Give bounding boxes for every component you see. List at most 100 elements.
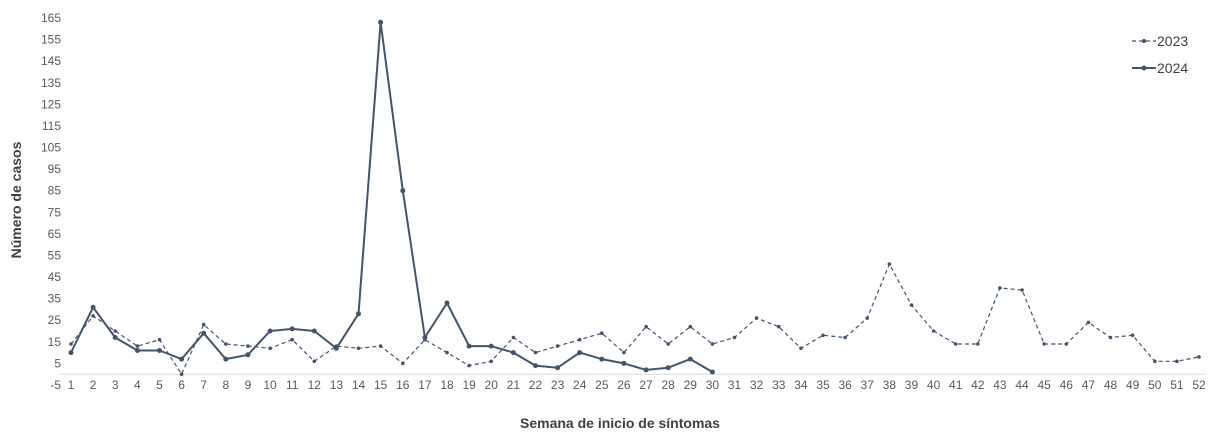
data-point-2023 <box>378 344 383 348</box>
x-tick-label: 21 <box>507 378 521 392</box>
x-tick-label: 39 <box>905 378 919 392</box>
data-point-2024 <box>267 328 273 334</box>
y-tick-label: 55 <box>48 248 62 262</box>
x-tick-label: 38 <box>883 378 897 392</box>
x-tick-label: 46 <box>1060 378 1074 392</box>
x-tick-label: 27 <box>639 378 653 392</box>
data-point-2023 <box>201 322 206 327</box>
series-2023 <box>69 262 1201 377</box>
x-tick-label: 19 <box>462 378 476 392</box>
x-tick-label: 33 <box>772 378 786 392</box>
y-tick-label: 5 <box>54 356 61 370</box>
x-tick-label: 49 <box>1126 378 1140 392</box>
legend-item-2024: 2024 <box>1132 60 1188 76</box>
data-point-2024 <box>555 365 561 371</box>
data-point-2023 <box>113 329 117 333</box>
x-tick-label: 37 <box>861 378 875 392</box>
x-tick-label: 22 <box>529 378 543 392</box>
data-point-2024 <box>201 330 207 336</box>
x-tick-label: 35 <box>816 378 830 392</box>
data-point-2023 <box>931 329 936 333</box>
y-axis-ticks: -5 5 15 25 35 45 55 65 75 85 95 105 115 125 135 145 155 1… <box>41 11 61 392</box>
data-point-2023 <box>909 303 914 307</box>
data-point-2023 <box>555 344 560 348</box>
data-point-2023 <box>135 344 140 348</box>
data-point-2023 <box>976 342 980 346</box>
series-line-2024 <box>70 21 713 373</box>
data-point-2024 <box>665 365 671 371</box>
x-tick-label: 8 <box>222 378 229 392</box>
data-point-2023 <box>732 335 737 340</box>
data-point-2023 <box>179 372 184 377</box>
data-point-2024 <box>709 369 715 375</box>
data-point-2024 <box>687 356 693 362</box>
data-point-2023 <box>865 316 869 320</box>
data-point-2024 <box>422 335 428 340</box>
y-tick-label: 45 <box>48 270 62 284</box>
data-point-2024 <box>510 350 516 356</box>
data-point-2024 <box>621 360 627 366</box>
x-tick-label: 34 <box>794 378 808 392</box>
x-tick-label: 26 <box>617 378 631 392</box>
x-tick-label: 36 <box>838 378 852 392</box>
data-point-2023 <box>777 324 781 329</box>
x-tick-label: 5 <box>156 378 163 392</box>
data-point-2024 <box>223 356 229 362</box>
y-tick-label: 25 <box>48 313 62 327</box>
x-tick-label: 52 <box>1192 378 1206 392</box>
data-point-2023 <box>511 335 516 340</box>
x-axis-title: Semana de inicio de síntomas <box>520 415 720 431</box>
data-point-2024 <box>90 304 96 310</box>
data-point-2023 <box>666 342 670 346</box>
data-point-2024 <box>577 350 583 356</box>
x-tick-label: 43 <box>993 378 1007 392</box>
data-point-2023 <box>1197 355 1201 359</box>
x-tick-label: 3 <box>112 378 119 392</box>
y-tick-label: 15 <box>48 335 62 349</box>
x-tick-label: 44 <box>1015 378 1029 392</box>
y-tick-label: 85 <box>48 184 62 198</box>
data-point-2023 <box>91 314 95 318</box>
x-tick-label: 32 <box>750 378 764 392</box>
data-point-2023 <box>887 262 892 266</box>
data-point-2023 <box>467 363 471 368</box>
legend-item-2023: 2023 <box>1132 33 1188 49</box>
data-point-2023 <box>157 337 162 342</box>
x-tick-label: 41 <box>949 378 963 392</box>
data-point-2023 <box>1175 359 1179 364</box>
series-layer <box>68 19 1201 377</box>
x-tick-label: 28 <box>661 378 675 392</box>
x-tick-label: 16 <box>396 378 410 392</box>
x-tick-label: 12 <box>308 378 322 392</box>
y-tick-label: 165 <box>41 11 61 25</box>
data-point-2023 <box>1153 359 1157 364</box>
x-tick-label: 10 <box>263 378 277 392</box>
y-tick-label: 115 <box>42 119 61 133</box>
x-tick-label: 50 <box>1148 378 1162 392</box>
y-tick-label: 105 <box>41 141 61 155</box>
data-point-2024 <box>134 348 140 353</box>
x-tick-label: 7 <box>200 378 207 392</box>
y-tick-label: 95 <box>48 162 62 176</box>
x-tick-label: 51 <box>1170 378 1184 392</box>
data-point-2023 <box>290 337 295 342</box>
data-point-2023 <box>489 359 494 364</box>
data-point-2024 <box>488 343 494 349</box>
x-tick-label: 13 <box>330 378 344 392</box>
data-point-2024 <box>112 335 118 340</box>
data-point-2024 <box>643 367 649 373</box>
y-tick-label: 125 <box>41 97 61 111</box>
data-point-2024 <box>68 350 74 356</box>
data-point-2023 <box>1108 335 1113 340</box>
x-tick-label: 25 <box>595 378 609 392</box>
x-tick-label: 2 <box>90 378 97 392</box>
y-axis-title: Número de casos <box>8 141 24 258</box>
x-tick-label: 9 <box>245 378 252 392</box>
data-point-2024 <box>356 311 361 317</box>
x-tick-label: 48 <box>1104 378 1118 392</box>
x-tick-label: 14 <box>352 378 366 392</box>
x-tick-label: 18 <box>440 378 454 392</box>
series-2024 <box>68 19 715 375</box>
data-point-2023 <box>953 342 958 346</box>
data-point-2024 <box>311 328 317 334</box>
